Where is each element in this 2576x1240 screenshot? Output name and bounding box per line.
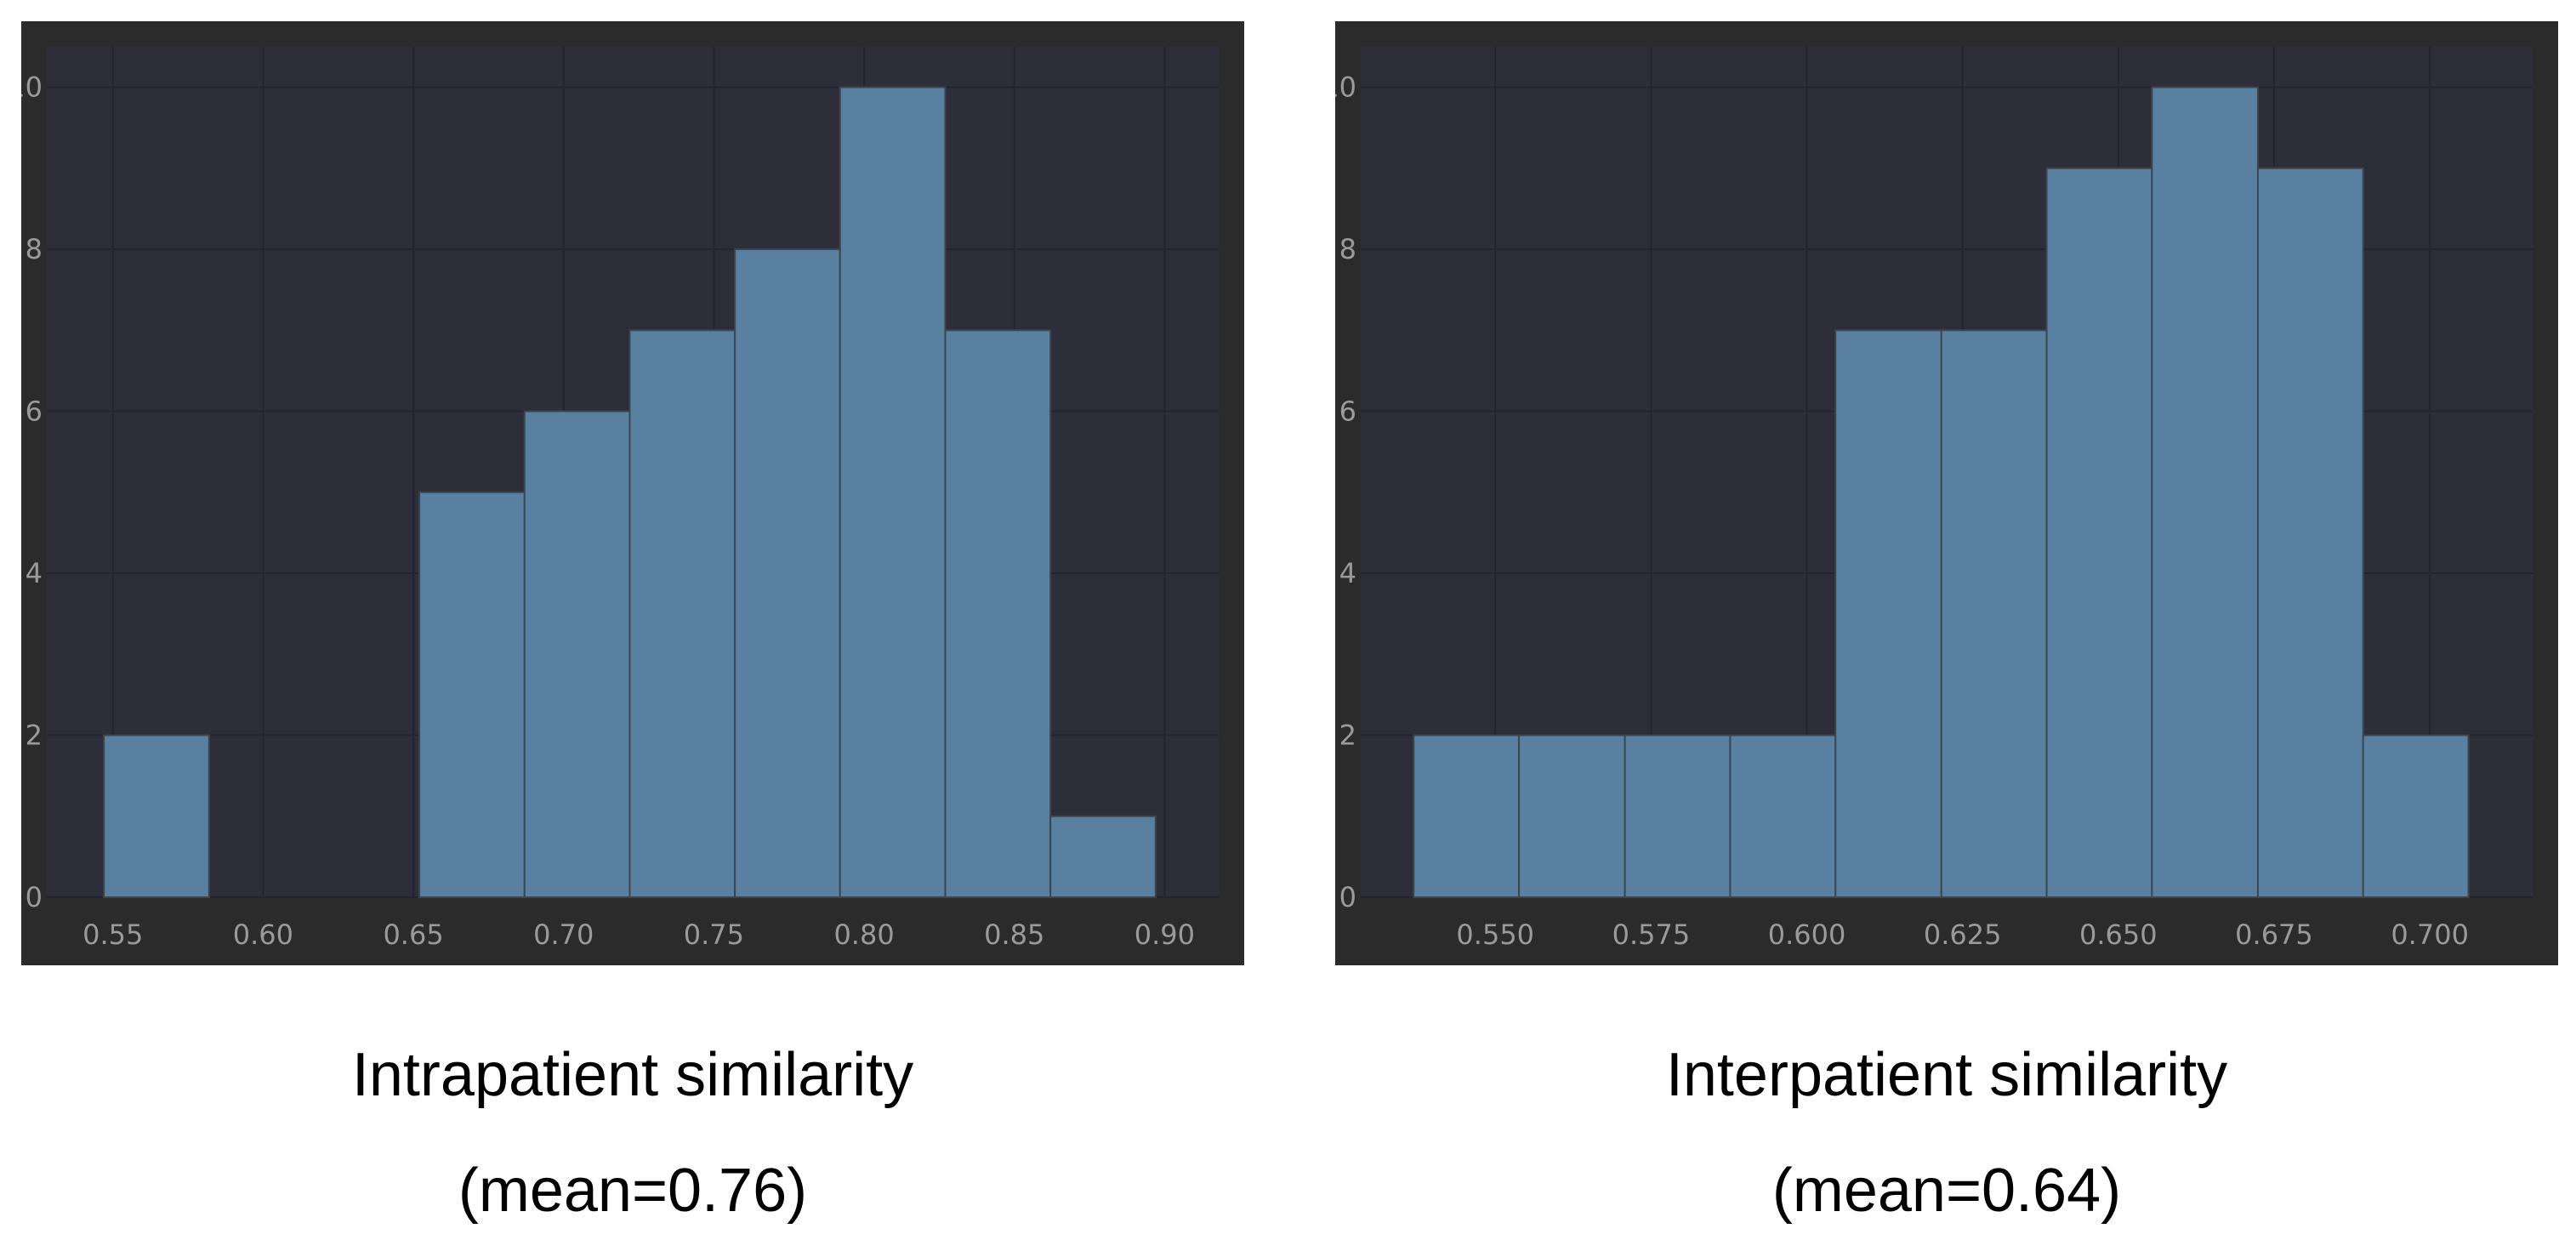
- x-tick-label: 0.75: [684, 919, 744, 951]
- y-tick-label: 4: [1339, 557, 1356, 589]
- x-tick-label: 0.625: [1924, 919, 2002, 951]
- histogram-bar-6: [734, 248, 841, 899]
- y-tick-label: 2: [1339, 720, 1356, 752]
- y-tick-label: 2: [26, 720, 43, 752]
- histogram-bar-4: [1834, 329, 1942, 899]
- x-tick-label: 0.575: [1612, 919, 1691, 951]
- histogram-bar-3: [418, 491, 526, 898]
- y-tick-label: 10: [21, 71, 43, 104]
- x-tick-label: 0.550: [1456, 919, 1534, 951]
- y-tick-label: 0: [1339, 881, 1356, 913]
- histogram-bar-9: [1049, 815, 1157, 898]
- histogram-bar-5: [628, 329, 736, 899]
- caption-intrapatient-title: Intrapatient similarity: [351, 1041, 914, 1109]
- x-tick-label: 0.70: [533, 919, 594, 951]
- x-tick-label: 0.700: [2391, 919, 2469, 951]
- x-tick-label: 0.55: [82, 919, 143, 951]
- x-tick-label: 0.600: [1768, 919, 1846, 951]
- histogram-panel-intrapatient: 0 2 4 6 8 10 0.55 0.60 0.65 0.70 0.75 0.80 0.85 0.90: [21, 21, 1244, 965]
- x-tick-label: 0.650: [2079, 919, 2158, 951]
- histogram-bar-3: [1729, 734, 1837, 898]
- histogram-bar-7: [2151, 86, 2259, 899]
- y-tick-label: 10: [1335, 71, 1356, 104]
- histogram-bar-9: [2362, 734, 2470, 898]
- histogram-chart-intrapatient: 0 2 4 6 8 10 0.55 0.60 0.65 0.70 0.75 0.80 0.85 0.90: [21, 47, 1219, 951]
- y-tick-label: 0: [26, 881, 43, 913]
- y-tick-label: 4: [26, 557, 43, 589]
- histogram-bar-5: [1940, 329, 2048, 899]
- x-tick-label: 0.90: [1134, 919, 1195, 951]
- y-tick-label: 8: [1339, 233, 1356, 265]
- caption-interpatient-mean: (mean=0.64): [1771, 1157, 2122, 1225]
- histogram-bar-0: [1413, 734, 1521, 898]
- histogram-bar-8: [944, 329, 1052, 899]
- histogram-bar-4: [523, 410, 631, 899]
- histogram-bar-2: [1624, 734, 1732, 898]
- histogram-bar-6: [2045, 167, 2153, 899]
- histogram-bar-0: [103, 734, 210, 898]
- x-tick-label: 0.60: [233, 919, 293, 951]
- caption-interpatient-title: Interpatient similarity: [1665, 1041, 2228, 1109]
- histogram-panel-interpatient: 0 2 4 6 8 10 0.550 0.575 0.600 0.625 0.650 0.675 0.7…: [1335, 21, 2558, 965]
- y-tick-label: 6: [26, 395, 43, 428]
- y-tick-label: 6: [1339, 395, 1356, 428]
- x-tick-label: 0.65: [383, 919, 443, 951]
- x-tick-label: 0.85: [984, 919, 1044, 951]
- y-tick-label: 8: [26, 233, 43, 265]
- histogram-bar-1: [1518, 734, 1626, 898]
- x-tick-label: 0.80: [833, 919, 894, 951]
- x-tick-label: 0.675: [2235, 919, 2313, 951]
- caption-intrapatient-mean: (mean=0.76): [458, 1157, 808, 1225]
- histogram-bar-8: [2256, 167, 2364, 899]
- histogram-chart-interpatient: 0 2 4 6 8 10 0.550 0.575 0.600 0.625 0.650 0.675 0.7…: [1335, 47, 2533, 951]
- histogram-bar-7: [839, 86, 947, 899]
